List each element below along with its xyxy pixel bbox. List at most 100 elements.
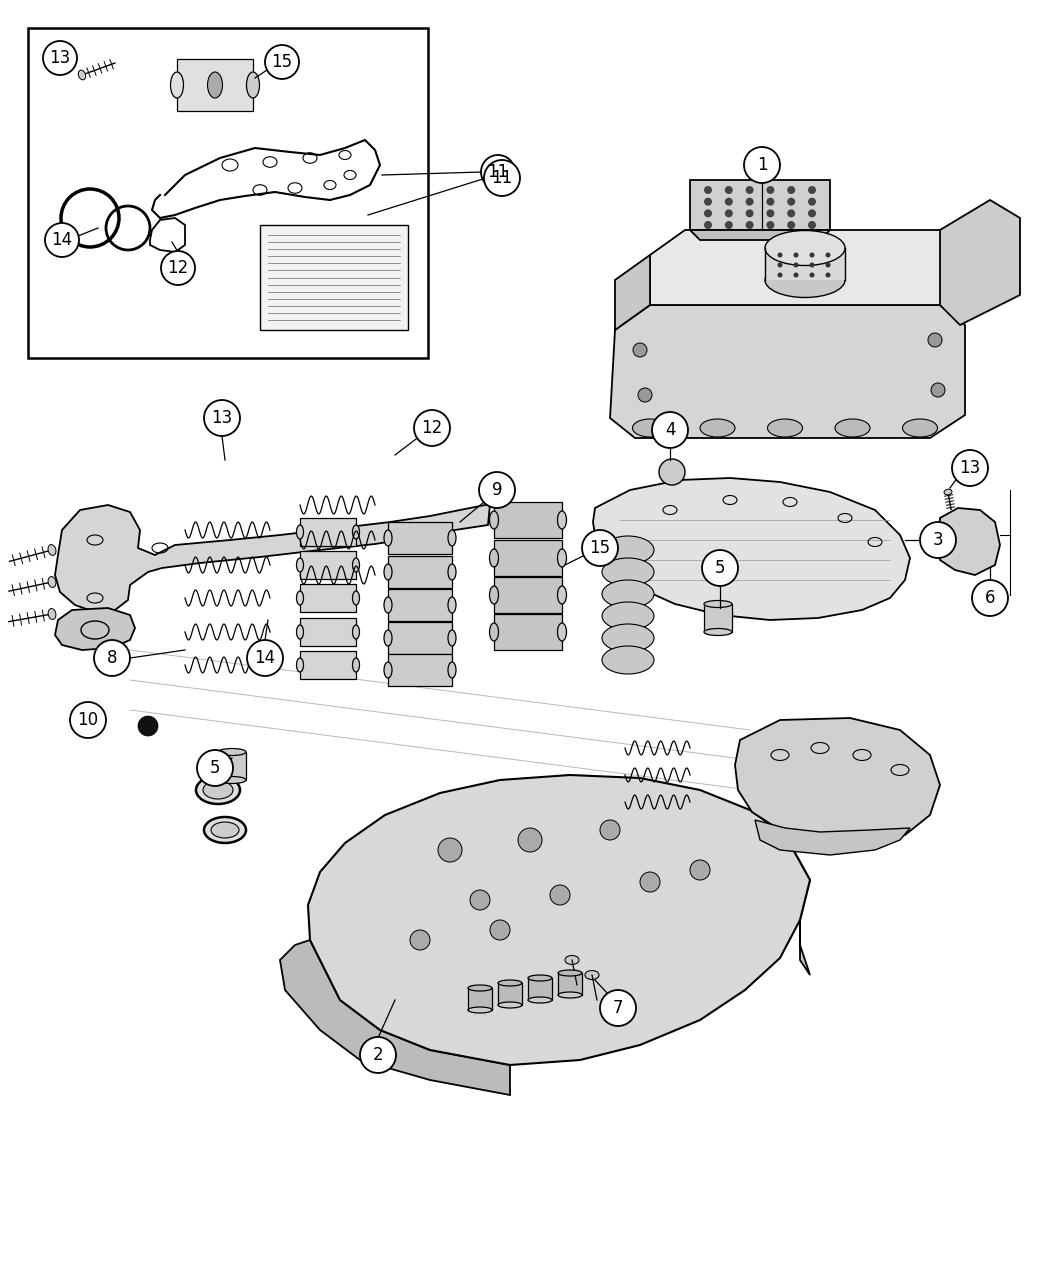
Ellipse shape — [498, 980, 522, 986]
Circle shape — [690, 861, 710, 880]
Ellipse shape — [296, 525, 303, 539]
FancyBboxPatch shape — [28, 28, 428, 358]
Polygon shape — [593, 478, 910, 620]
Circle shape — [952, 450, 988, 486]
Text: 12: 12 — [421, 419, 443, 437]
Circle shape — [484, 159, 520, 196]
Circle shape — [931, 382, 945, 397]
Text: 13: 13 — [211, 409, 233, 427]
Polygon shape — [765, 249, 845, 280]
Ellipse shape — [48, 576, 56, 588]
Polygon shape — [468, 988, 492, 1010]
Ellipse shape — [602, 623, 654, 652]
Circle shape — [704, 186, 712, 194]
Text: 15: 15 — [589, 539, 610, 557]
Ellipse shape — [489, 623, 499, 641]
Circle shape — [197, 750, 233, 785]
Polygon shape — [494, 541, 562, 576]
Ellipse shape — [903, 419, 938, 437]
Ellipse shape — [468, 986, 492, 991]
Circle shape — [810, 252, 815, 258]
Polygon shape — [300, 618, 356, 646]
Ellipse shape — [384, 662, 392, 678]
Circle shape — [794, 273, 798, 278]
Circle shape — [652, 412, 688, 448]
Text: 2: 2 — [373, 1046, 383, 1065]
Circle shape — [638, 388, 652, 402]
Circle shape — [766, 198, 775, 205]
Circle shape — [247, 640, 284, 676]
Circle shape — [204, 400, 240, 436]
Ellipse shape — [448, 564, 456, 580]
Polygon shape — [558, 973, 582, 995]
Polygon shape — [388, 654, 452, 686]
Text: 12: 12 — [167, 259, 189, 277]
Polygon shape — [494, 615, 562, 650]
Ellipse shape — [944, 490, 952, 495]
Ellipse shape — [211, 822, 239, 838]
Text: 13: 13 — [49, 48, 70, 68]
Ellipse shape — [585, 970, 598, 979]
Ellipse shape — [558, 511, 567, 529]
Ellipse shape — [835, 419, 870, 437]
Circle shape — [766, 209, 775, 217]
Circle shape — [410, 929, 430, 950]
Circle shape — [481, 156, 514, 189]
Polygon shape — [300, 551, 356, 579]
Polygon shape — [704, 604, 732, 632]
Polygon shape — [498, 983, 522, 1005]
Circle shape — [825, 252, 831, 258]
Circle shape — [640, 872, 660, 892]
Ellipse shape — [353, 625, 359, 639]
Circle shape — [808, 209, 816, 217]
Circle shape — [582, 530, 618, 566]
Ellipse shape — [296, 558, 303, 572]
Ellipse shape — [602, 536, 654, 564]
Circle shape — [794, 252, 798, 258]
Circle shape — [161, 251, 195, 286]
Ellipse shape — [448, 662, 456, 678]
Ellipse shape — [296, 658, 303, 672]
Ellipse shape — [353, 658, 359, 672]
Ellipse shape — [528, 975, 552, 980]
Ellipse shape — [768, 419, 802, 437]
Ellipse shape — [203, 782, 233, 799]
Circle shape — [550, 885, 570, 905]
Polygon shape — [55, 504, 490, 612]
Ellipse shape — [602, 646, 654, 674]
Ellipse shape — [489, 586, 499, 604]
Circle shape — [972, 580, 1008, 616]
Ellipse shape — [700, 419, 735, 437]
Circle shape — [777, 273, 782, 278]
Polygon shape — [690, 180, 830, 230]
Polygon shape — [300, 518, 356, 546]
Circle shape — [777, 263, 782, 268]
Ellipse shape — [468, 1007, 492, 1014]
Ellipse shape — [704, 601, 732, 607]
Circle shape — [724, 221, 733, 230]
Ellipse shape — [448, 530, 456, 546]
Ellipse shape — [353, 525, 359, 539]
Circle shape — [265, 45, 299, 79]
Circle shape — [704, 198, 712, 205]
Ellipse shape — [558, 550, 567, 567]
Polygon shape — [940, 200, 1020, 325]
Ellipse shape — [765, 231, 845, 265]
Circle shape — [825, 273, 831, 278]
Circle shape — [746, 209, 754, 217]
Text: 14: 14 — [51, 231, 72, 249]
Polygon shape — [177, 59, 253, 111]
Circle shape — [808, 221, 816, 230]
Ellipse shape — [384, 630, 392, 646]
Circle shape — [808, 198, 816, 205]
Circle shape — [766, 186, 775, 194]
Polygon shape — [690, 230, 830, 240]
Circle shape — [746, 198, 754, 205]
Circle shape — [788, 209, 795, 217]
Polygon shape — [610, 305, 965, 439]
Circle shape — [810, 263, 815, 268]
Text: 3: 3 — [932, 530, 943, 550]
Circle shape — [928, 333, 942, 347]
Circle shape — [490, 921, 510, 940]
Text: 14: 14 — [254, 649, 275, 667]
